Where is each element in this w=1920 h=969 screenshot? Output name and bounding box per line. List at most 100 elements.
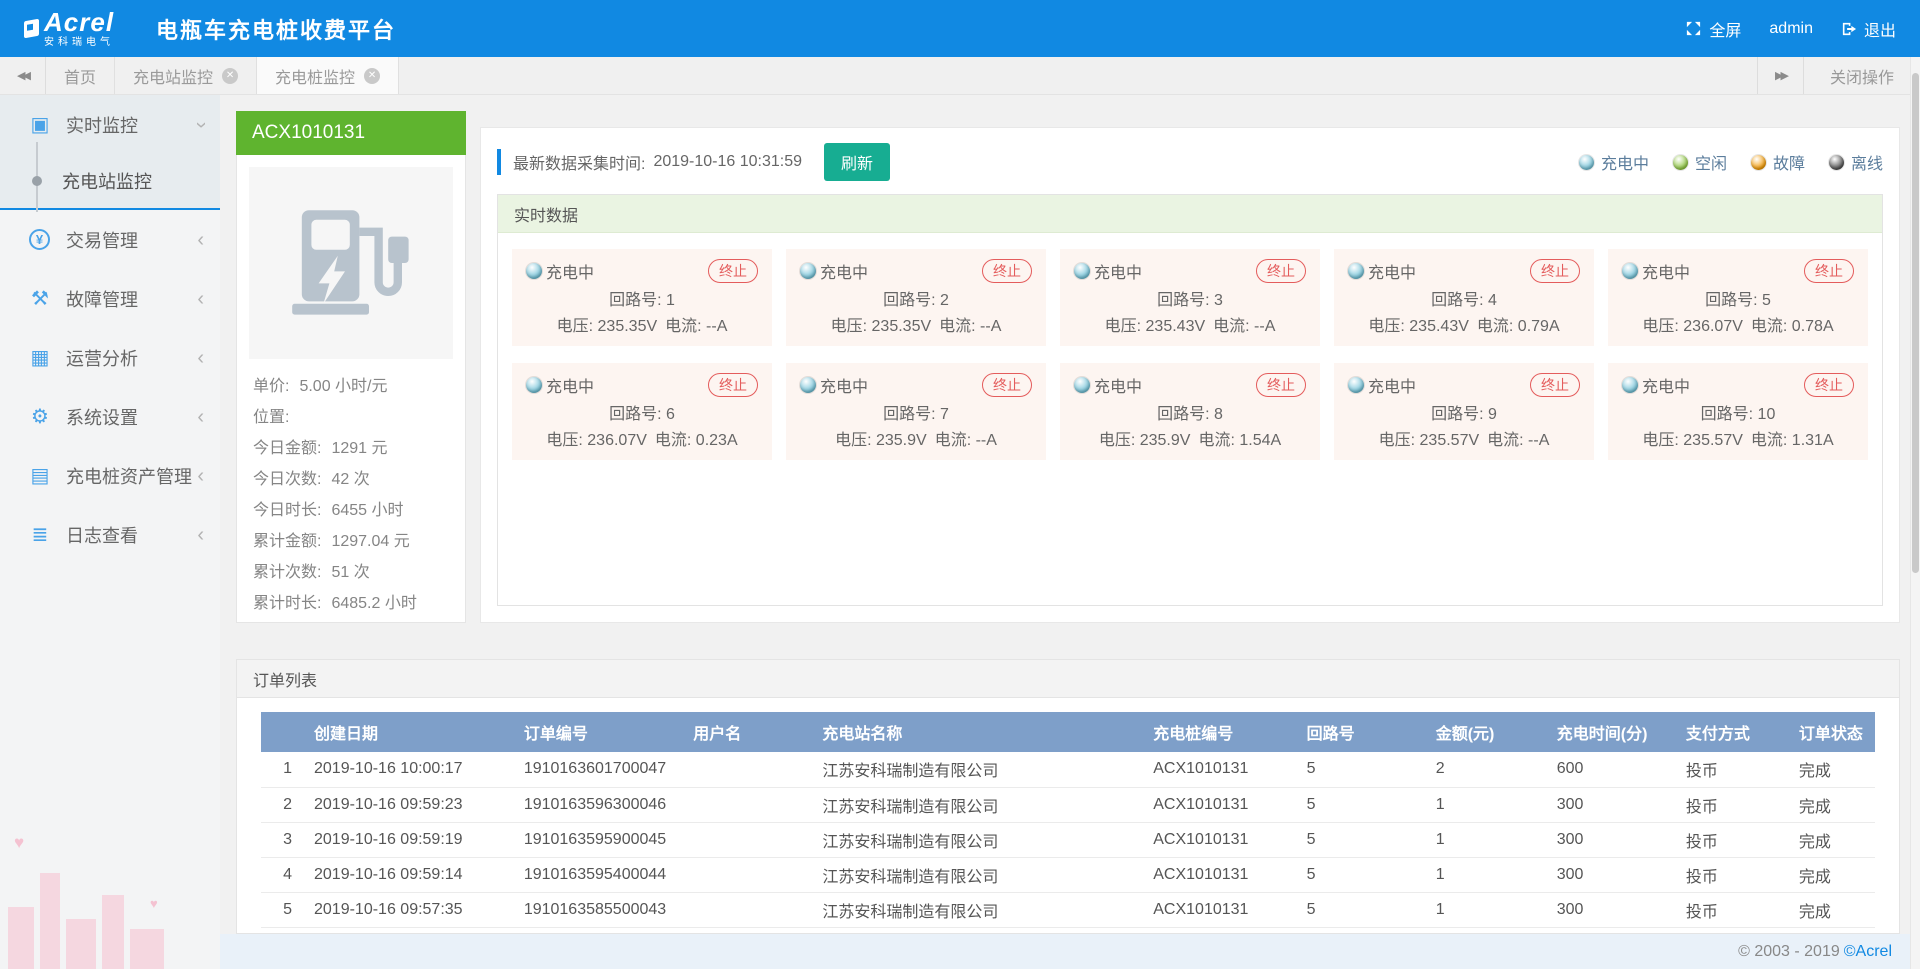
table-cell: 300 xyxy=(1549,857,1678,892)
scrollbar-thumb[interactable] xyxy=(1912,73,1919,573)
stat-value: 1291 元 xyxy=(331,433,387,464)
open-tabs: 首页 充电站监控✕ 充电桩监控 ✕ xyxy=(46,57,399,94)
vertical-scrollbar[interactable] xyxy=(1910,57,1920,969)
refresh-button[interactable]: 刷新 xyxy=(824,143,890,181)
loop-number: 8 xyxy=(1214,406,1223,423)
stop-button[interactable]: 终止 xyxy=(1256,373,1306,397)
status-sphere-icon xyxy=(526,377,542,393)
current-label: 电流: xyxy=(935,432,971,449)
sidebar-nav: ▣实时监控‹充电站监控¥交易管理‹⚒故障管理‹▦运营分析‹⚙系统设置‹▤充电桩资… xyxy=(0,95,220,564)
legend-label: 空闲 xyxy=(1695,150,1727,174)
tabs-scroll-left-button[interactable]: ◀◀ xyxy=(0,57,46,94)
card-status-label: 充电中 xyxy=(546,373,594,397)
charging-card: 充电中 终止 回路号: 8 电压: 235.9V电流: 1.54A xyxy=(1060,363,1320,460)
copyright-text: © 2003 - 2019 xyxy=(1738,943,1840,961)
logout-button[interactable]: 退出 xyxy=(1841,17,1896,41)
tab-close-icon[interactable]: ✕ xyxy=(364,68,380,84)
station-stats: 单价:5.00 小时/元 位置: 今日金额:1291 元 今日次数:42 次 今… xyxy=(249,371,453,619)
log-icon: ≣ xyxy=(26,522,54,547)
orders-table: 创建日期订单编号用户名充电站名称充电桩编号回路号金额(元)充电时间(分)支付方式… xyxy=(261,712,1875,928)
tab-close-icon[interactable]: ✕ xyxy=(222,68,238,84)
tab[interactable]: 充电站监控✕ xyxy=(115,57,257,94)
stop-button[interactable]: 终止 xyxy=(708,373,758,397)
sidebar-subitem[interactable]: 充电站监控 xyxy=(0,154,220,208)
sidebar-item[interactable]: ¥交易管理‹ xyxy=(0,210,220,269)
stat-row: 今日次数:42 次 xyxy=(253,464,449,495)
loop-number: 7 xyxy=(940,406,949,423)
stop-button[interactable]: 终止 xyxy=(982,373,1032,397)
table-cell xyxy=(685,822,814,857)
tab[interactable]: 充电桩监控 ✕ xyxy=(257,57,399,94)
loop-label: 回路号: xyxy=(609,406,661,423)
column-header: 充电站名称 xyxy=(814,712,1145,752)
legend-item: 离线 xyxy=(1829,150,1883,174)
row-index: 2 xyxy=(261,787,306,822)
voltage-label: 电压: xyxy=(546,432,582,449)
stat-label: 位置: xyxy=(253,402,289,433)
loop-label: 回路号: xyxy=(883,292,935,309)
stat-value: 1297.04 元 xyxy=(331,526,409,557)
table-cell: 1910163595900045 xyxy=(516,822,685,857)
tab-bar: ◀◀ 首页 充电站监控✕ 充电桩监控 ✕ ▶▶ 关闭操作 xyxy=(0,57,1920,95)
tab[interactable]: 首页 xyxy=(46,57,115,94)
legend-label: 离线 xyxy=(1851,150,1883,174)
charging-card: 充电中 终止 回路号: 5 电压: 236.07V电流: 0.78A xyxy=(1608,249,1868,346)
current-label: 电流: xyxy=(655,432,691,449)
stat-label: 今日次数: xyxy=(253,464,321,495)
table-cell: 完成 xyxy=(1791,752,1875,787)
heart-icon: ♥ xyxy=(150,896,158,911)
logo-text: Acrel xyxy=(44,9,114,35)
card-status-label: 充电中 xyxy=(820,259,868,283)
current-value: --A xyxy=(980,318,1001,335)
sidebar-submenu: 充电站监控 xyxy=(0,154,220,208)
stat-row: 今日金额:1291 元 xyxy=(253,433,449,464)
gear-icon: ⚙ xyxy=(26,404,54,429)
charging-cards-grid: 充电中 终止 回路号: 1 电压: 235.35V电流: --A xyxy=(498,233,1882,476)
status-sphere-icon xyxy=(526,263,542,279)
column-header: 充电时间(分) xyxy=(1549,712,1678,752)
legend-label: 故障 xyxy=(1773,150,1805,174)
card-status-label: 充电中 xyxy=(820,373,868,397)
status-legend: 充电中 空闲 故障 离线 xyxy=(1579,150,1883,174)
sidebar-item[interactable]: ⚙系统设置‹ xyxy=(0,387,220,446)
table-cell xyxy=(685,752,814,787)
username[interactable]: admin xyxy=(1769,20,1813,38)
stop-button[interactable]: 终止 xyxy=(1804,373,1854,397)
stop-button[interactable]: 终止 xyxy=(1256,259,1306,283)
sidebar-item[interactable]: ▦运营分析‹ xyxy=(0,328,220,387)
stop-button[interactable]: 终止 xyxy=(1530,373,1580,397)
acrel-link[interactable]: ©Acrel xyxy=(1844,943,1892,961)
footer: © 2003 - 2019 ©Acrel xyxy=(220,934,1920,969)
tools-icon: ⚒ xyxy=(26,286,54,311)
table-cell: 2019-10-16 10:00:17 xyxy=(306,752,516,787)
stop-button[interactable]: 终止 xyxy=(1530,259,1580,283)
sidebar-item[interactable]: ≣日志查看‹ xyxy=(0,505,220,564)
voltage-value: 235.57V xyxy=(1420,432,1480,449)
tabs-scroll-right-button[interactable]: ▶▶ xyxy=(1757,57,1803,94)
table-cell: 江苏安科瑞制造有限公司 xyxy=(814,787,1145,822)
close-operations-button[interactable]: 关闭操作 xyxy=(1803,57,1920,94)
page-title: 电瓶车充电桩收费平台 xyxy=(156,13,396,45)
stat-label: 累计次数: xyxy=(253,557,321,588)
sidebar-item[interactable]: ▤充电桩资产管理‹ xyxy=(0,446,220,505)
fullscreen-button[interactable]: 全屏 xyxy=(1685,17,1741,41)
voltage-label: 电压: xyxy=(1379,432,1415,449)
stop-button[interactable]: 终止 xyxy=(1804,259,1854,283)
stop-button[interactable]: 终止 xyxy=(982,259,1032,283)
loop-number: 9 xyxy=(1488,406,1497,423)
table-cell: 1910163595400044 xyxy=(516,857,685,892)
orders-panel-title: 订单列表 xyxy=(237,660,1899,698)
stat-row: 单价:5.00 小时/元 xyxy=(253,371,449,402)
tab-label: 充电桩监控 xyxy=(275,64,355,88)
current-value: 1.54A xyxy=(1239,432,1281,449)
stop-button[interactable]: 终止 xyxy=(708,259,758,283)
stat-label: 单价: xyxy=(253,371,289,402)
sidebar-item[interactable]: ▣实时监控‹ xyxy=(0,95,220,154)
voltage-label: 电压: xyxy=(1368,318,1404,335)
current-value: --A xyxy=(976,432,997,449)
stat-row: 位置: xyxy=(253,402,449,433)
decoration-cityscape: ♥ ♥ xyxy=(0,809,220,969)
table-row: 22019-10-16 09:59:231910163596300046江苏安科… xyxy=(261,787,1875,822)
current-label: 电流: xyxy=(665,318,701,335)
sidebar-item[interactable]: ⚒故障管理‹ xyxy=(0,269,220,328)
